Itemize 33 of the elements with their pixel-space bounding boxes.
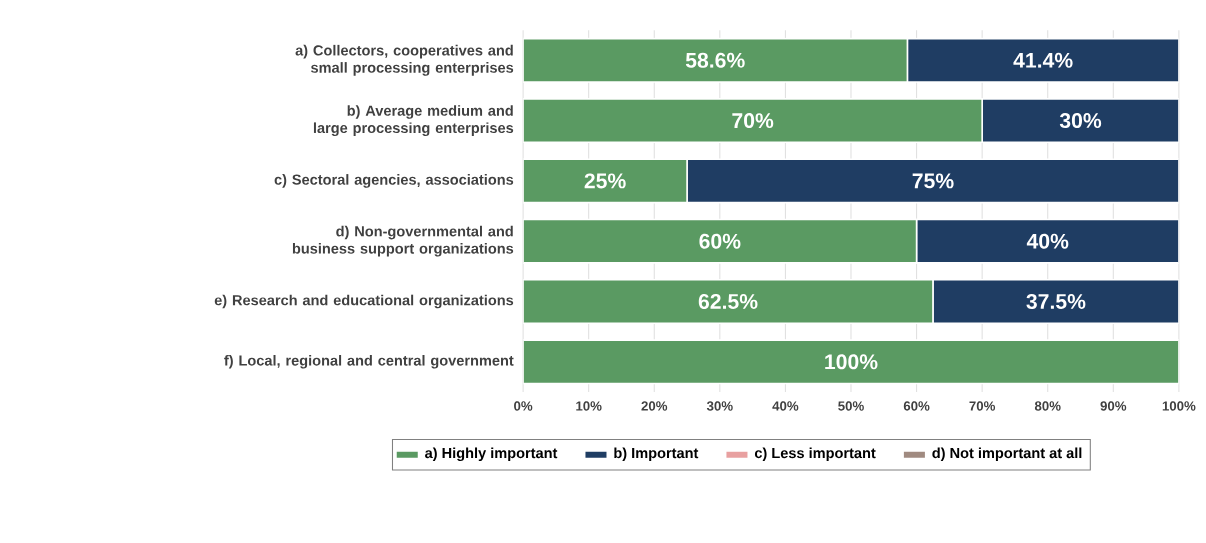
data-label: 58.6%: [685, 52, 745, 68]
data-label: 100%: [825, 354, 878, 370]
x-tick-label: 80%: [1034, 401, 1061, 411]
data-label: 75%: [912, 173, 954, 189]
x-tick-label: 70%: [969, 401, 996, 411]
data-label: 25%: [584, 173, 626, 189]
y-tick-label: a) Collectors, cooperatives and small processing enterprises: [295, 45, 514, 76]
y-tick-label: f) Local, regional and central government: [224, 355, 514, 369]
data-label: 40%: [1026, 233, 1069, 249]
bar: [523, 339, 1179, 385]
legend-label: b) Important: [614, 447, 699, 462]
x-tick-label: 20%: [641, 401, 668, 411]
data-label: 62.5%: [698, 294, 758, 310]
x-tick-label: 0%: [514, 401, 533, 411]
data-label: 60%: [699, 233, 741, 249]
legend-label: c) Less important: [754, 447, 876, 462]
x-tick-label: 60%: [903, 401, 930, 411]
y-tick-label: c) Sectoral agencies, associations: [274, 174, 514, 188]
x-tick-label: 100%: [1162, 401, 1196, 411]
data-label: 37.5%: [1026, 294, 1086, 310]
data-label: 70%: [732, 113, 774, 129]
x-tick-label: 30%: [706, 401, 733, 411]
y-tick-label: b) Average medium and large processing enterprises: [313, 105, 514, 137]
legend-label: a) Highly important: [425, 447, 558, 462]
data-label: 41.4%: [1013, 52, 1073, 68]
x-tick-label: 40%: [772, 401, 799, 411]
y-tick-label: e) Research and educational organizations: [214, 294, 514, 309]
legend-label: d) Not important at all: [932, 447, 1082, 462]
data-label: 30%: [1059, 113, 1102, 129]
x-tick-label: 50%: [838, 401, 864, 411]
x-tick-label: 90%: [1100, 401, 1127, 411]
x-tick-label: 10%: [576, 401, 602, 411]
y-tick-label: d) Non-governmental and business support organizations: [292, 225, 514, 257]
